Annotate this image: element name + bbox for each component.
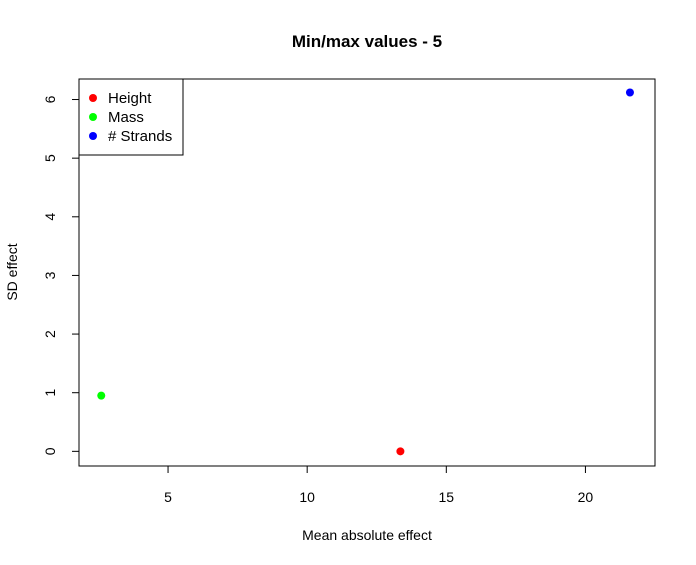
y-tick-label: 4 bbox=[42, 213, 58, 221]
legend-label: Height bbox=[108, 90, 152, 107]
y-tick-label: 6 bbox=[42, 95, 58, 103]
legend-marker bbox=[89, 113, 97, 121]
y-tick-label: 5 bbox=[42, 154, 58, 162]
legend-label: Mass bbox=[108, 109, 144, 126]
point-mass bbox=[97, 391, 106, 400]
y-tick-label: 1 bbox=[42, 389, 58, 397]
legend-marker bbox=[89, 132, 97, 140]
x-tick-label: 10 bbox=[299, 489, 315, 505]
y-tick-label: 3 bbox=[42, 271, 58, 279]
x-axis: 5 10 15 20 bbox=[164, 465, 594, 505]
data-points bbox=[97, 88, 634, 456]
x-axis-label: Mean absolute effect bbox=[302, 527, 432, 543]
chart-title: Min/max values - 5 bbox=[292, 32, 442, 51]
x-tick-label: 15 bbox=[439, 489, 455, 505]
x-tick-label: 5 bbox=[164, 489, 172, 505]
legend-marker bbox=[89, 94, 97, 102]
legend: Height Mass # Strands bbox=[78, 78, 184, 156]
point-strands bbox=[625, 88, 634, 97]
y-tick-label: 2 bbox=[42, 330, 58, 338]
x-tick-label: 20 bbox=[578, 489, 594, 505]
y-axis-label: SD effect bbox=[4, 243, 20, 300]
y-tick-label: 0 bbox=[42, 447, 58, 455]
y-axis: 0 1 2 3 4 5 6 bbox=[42, 95, 80, 455]
legend-label: # Strands bbox=[108, 128, 172, 145]
point-height bbox=[396, 447, 405, 456]
